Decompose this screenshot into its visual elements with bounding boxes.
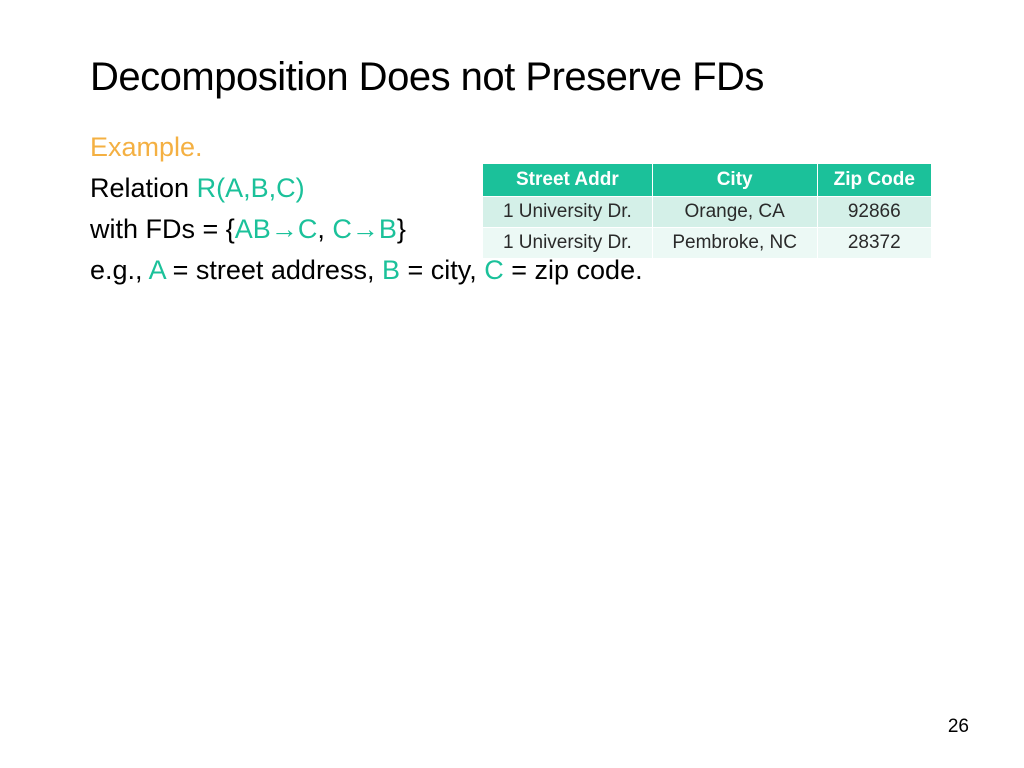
eg-prefix: e.g., xyxy=(90,255,149,285)
table-header-row: Street Addr City Zip Code xyxy=(483,164,932,197)
relation-prefix: Relation xyxy=(90,173,197,203)
cell: 92866 xyxy=(817,197,931,228)
page-number: 26 xyxy=(948,716,969,738)
fd1: AB→C xyxy=(235,214,318,244)
col-header: Street Addr xyxy=(483,164,653,197)
data-table-wrap: Street Addr City Zip Code 1 University D… xyxy=(482,163,932,259)
slide-title: Decomposition Does not Preserve FDs xyxy=(90,55,944,100)
slide: Decomposition Does not Preserve FDs Exam… xyxy=(0,0,1024,768)
cell: 28372 xyxy=(817,228,931,259)
cell: 1 University Dr. xyxy=(483,228,653,259)
table-row: 1 University Dr. Pembroke, NC 28372 xyxy=(483,228,932,259)
relation-expr: R(A,B,C) xyxy=(197,173,305,203)
eg-C: C xyxy=(484,255,504,285)
fd-sep: , xyxy=(317,214,332,244)
data-table: Street Addr City Zip Code 1 University D… xyxy=(482,163,932,259)
eg-B-desc: = city, xyxy=(400,255,484,285)
example-label: Example. xyxy=(90,132,203,162)
fd2: C→B xyxy=(332,214,397,244)
eg-B: B xyxy=(382,255,400,285)
fds-suffix: } xyxy=(397,214,406,244)
cell: 1 University Dr. xyxy=(483,197,653,228)
col-header: City xyxy=(652,164,817,197)
col-header: Zip Code xyxy=(817,164,931,197)
table-row: 1 University Dr. Orange, CA 92866 xyxy=(483,197,932,228)
eg-A-desc: = street address, xyxy=(165,255,382,285)
fds-prefix: with FDs = { xyxy=(90,214,235,244)
cell: Pembroke, NC xyxy=(652,228,817,259)
eg-A: A xyxy=(149,255,166,285)
cell: Orange, CA xyxy=(652,197,817,228)
eg-C-desc: = zip code. xyxy=(504,255,643,285)
